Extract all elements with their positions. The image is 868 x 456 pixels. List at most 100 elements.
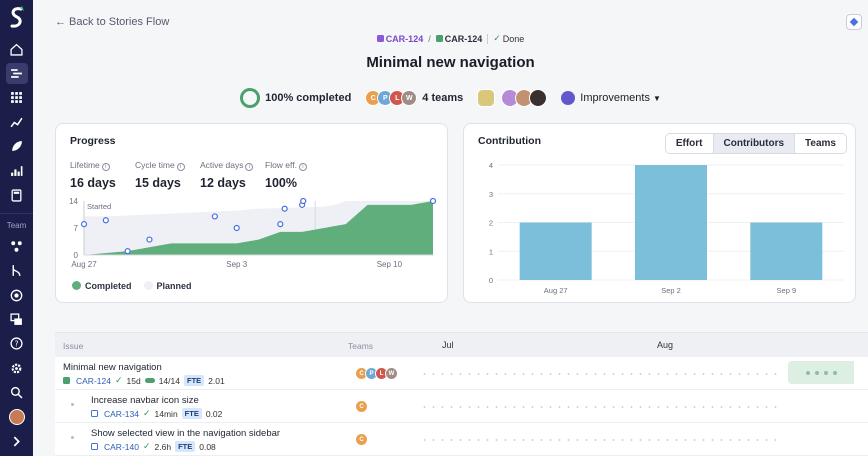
- target-icon[interactable]: [6, 285, 28, 306]
- back-link[interactable]: ← Back to Stories Flow: [55, 16, 169, 28]
- y-tick-label: 0: [74, 251, 79, 260]
- bar[interactable]: [635, 165, 707, 280]
- stat-label: Flow eff. i: [265, 160, 325, 171]
- contributors-summary[interactable]: [477, 89, 548, 107]
- app-logo[interactable]: [0, 0, 33, 37]
- check-icon: ✓: [142, 408, 151, 418]
- data-point[interactable]: [211, 213, 218, 220]
- issue-key-link[interactable]: CAR-140: [104, 441, 139, 452]
- user-avatar[interactable]: [6, 406, 28, 427]
- info-icon[interactable]: i: [298, 163, 307, 171]
- timeline-dot: [832, 370, 837, 375]
- stat-label-text: Lifetime: [70, 160, 100, 170]
- search-icon[interactable]: [6, 382, 28, 403]
- data-point[interactable]: [146, 236, 153, 243]
- team-avatar: W: [385, 367, 398, 380]
- table-row[interactable]: Show selected view in the navigation sid…: [55, 423, 868, 456]
- progress-chart: 14 7 0 Started Aug 27 Sep 3 Sep 10: [69, 197, 437, 269]
- table-row[interactable]: Minimal new navigation CAR-124 ✓ 15d 14/14 FT…: [55, 357, 868, 390]
- help-icon[interactable]: ?: [6, 333, 28, 354]
- team-avatar: C: [355, 400, 368, 413]
- story-icon: [435, 35, 443, 42]
- issue-title[interactable]: Minimal new navigation: [63, 362, 162, 373]
- tab-effort[interactable]: Effort: [665, 134, 713, 153]
- settings-icon[interactable]: [6, 358, 28, 379]
- data-point[interactable]: [102, 217, 109, 224]
- category-dropdown[interactable]: Improvements ▼: [561, 91, 661, 105]
- y-tick-label: 1: [489, 247, 493, 256]
- issue-duration: 14min: [154, 408, 178, 419]
- info-icon[interactable]: i: [245, 163, 254, 171]
- breadcrumb-current[interactable]: CAR-124: [435, 34, 482, 44]
- bars-icon[interactable]: [6, 160, 28, 181]
- subtask-icon: [91, 410, 98, 417]
- data-point[interactable]: [233, 224, 240, 232]
- stat-label: Lifetime i: [70, 160, 135, 171]
- stories-icon[interactable]: [5, 62, 28, 85]
- issue-key-link[interactable]: CAR-134: [104, 408, 139, 419]
- data-point[interactable]: [80, 221, 88, 228]
- network-icon[interactable]: [6, 236, 28, 257]
- data-point[interactable]: [429, 197, 437, 205]
- timeline-bar[interactable]: [788, 361, 854, 384]
- header-month-aug: Aug: [657, 340, 674, 350]
- contribution-tabs: Effort Contributors Teams: [664, 133, 847, 154]
- y-tick-label: 3: [489, 190, 493, 199]
- bar[interactable]: [519, 222, 592, 281]
- story-icon: [63, 377, 70, 384]
- breadcrumb-divider: [487, 33, 489, 44]
- category-dot-icon: [561, 91, 576, 105]
- corner-action-button[interactable]: [846, 14, 862, 30]
- expand-icon[interactable]: [6, 431, 28, 452]
- info-icon[interactable]: i: [101, 163, 110, 171]
- arrow-left-icon: ←: [55, 16, 66, 28]
- y-tick-label: 7: [74, 224, 79, 233]
- bot-avatar: [477, 89, 496, 107]
- breadcrumb-parent[interactable]: CAR-124: [376, 34, 423, 44]
- row-team-avatars: C: [355, 433, 368, 446]
- epic-icon: [376, 35, 384, 42]
- row-team-avatars: C: [355, 400, 368, 413]
- calculator-icon[interactable]: [6, 185, 28, 206]
- x-tick-label: Sep 2: [661, 286, 681, 295]
- grid-icon[interactable]: [6, 87, 28, 108]
- stat-value: 100%: [265, 176, 297, 190]
- timeline-track: [420, 373, 780, 375]
- data-point[interactable]: [124, 248, 131, 255]
- back-link-label: Back to Stories Flow: [69, 16, 170, 28]
- trend-icon[interactable]: [6, 111, 28, 132]
- home-icon[interactable]: [6, 38, 28, 59]
- stat-value: 16 days: [70, 176, 116, 190]
- fte-value: 2.01: [208, 375, 225, 386]
- issue-title[interactable]: Increase navbar icon size: [91, 395, 199, 406]
- progress-card: Progress Lifetime i 16 days Cycle time i 15 d…: [55, 123, 448, 303]
- header-issue: Issue: [63, 341, 84, 351]
- legend-completed: Completed: [72, 281, 132, 291]
- progress-pill-icon: [144, 378, 155, 383]
- tab-contributors[interactable]: Contributors: [712, 134, 795, 153]
- bar[interactable]: [750, 222, 823, 281]
- contribution-chart: 4 3 2 1 0 Aug 27 Sep 2 Sep 9: [489, 161, 844, 295]
- issue-key-link[interactable]: CAR-124: [76, 375, 111, 386]
- table-body: Minimal new navigation CAR-124 ✓ 15d 14/14 FT…: [55, 357, 868, 456]
- breadcrumb: CAR-124 / CAR-124 ✓ Done: [33, 33, 868, 44]
- data-point[interactable]: [281, 205, 288, 212]
- stack-icon[interactable]: [6, 309, 28, 330]
- info-icon[interactable]: i: [176, 163, 185, 171]
- teams-count: 4 teams: [422, 92, 464, 104]
- stat-value: 12 days: [200, 176, 246, 190]
- data-point[interactable]: [277, 221, 284, 228]
- header-month-jul: Jul: [442, 340, 454, 350]
- table-row[interactable]: Increase navbar icon size CAR-134 ✓ 14min FT…: [55, 390, 868, 423]
- x-tick-label: Sep 3: [226, 260, 247, 269]
- data-point[interactable]: [300, 197, 307, 205]
- issue-duration: 2.6h: [154, 441, 172, 452]
- issue-title[interactable]: Show selected view in the navigation sid…: [91, 428, 281, 439]
- timeline-dot: [805, 370, 810, 375]
- issue-duration: 15d: [126, 375, 141, 386]
- tab-teams[interactable]: Teams: [794, 134, 846, 153]
- merge-icon[interactable]: [6, 260, 28, 281]
- rocket-icon[interactable]: [6, 136, 28, 157]
